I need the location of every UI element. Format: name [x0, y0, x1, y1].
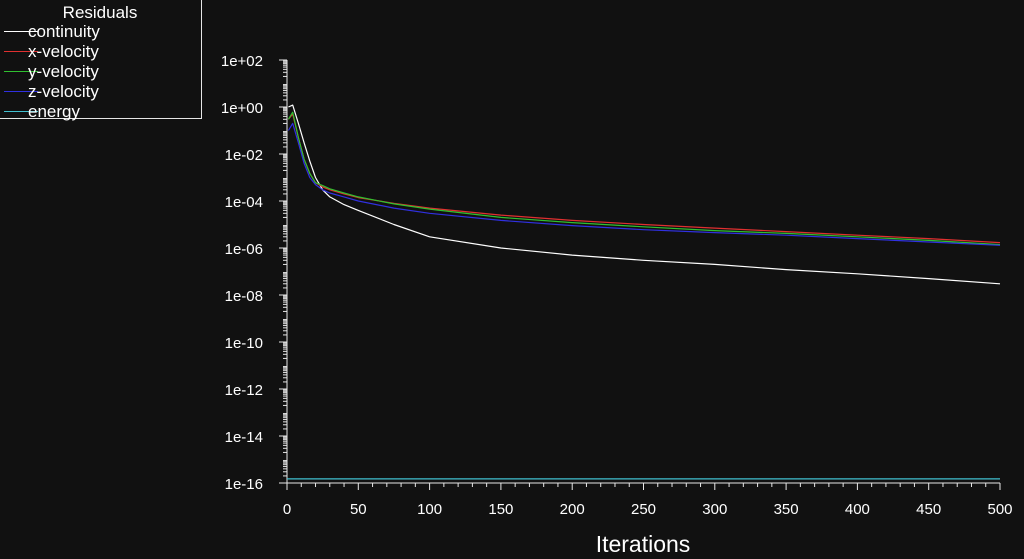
legend-entry-energy: energy	[0, 102, 200, 122]
legend-swatch	[4, 71, 38, 72]
x-tick-label: 200	[560, 501, 585, 518]
x-tick-label: 300	[702, 501, 727, 518]
series-line-continuity	[288, 104, 1001, 285]
legend-label: y-velocity	[28, 62, 99, 81]
legend-swatch	[4, 111, 38, 112]
y-tick-label: 1e-16	[225, 476, 263, 493]
x-tick-label: 150	[488, 501, 513, 518]
legend-label: x-velocity	[28, 42, 99, 61]
legend-swatch	[4, 51, 38, 52]
legend-swatch	[4, 91, 38, 92]
y-tick-label: 1e-08	[225, 288, 263, 305]
y-tick-label: 1e+02	[221, 53, 263, 70]
legend-label: z-velocity	[28, 82, 99, 101]
y-tick-label: 1e+00	[221, 100, 263, 117]
legend-entry-y-velocity: y-velocity	[0, 62, 200, 82]
legend-label: continuity	[28, 22, 100, 41]
x-tick-label: 500	[987, 501, 1012, 518]
x-tick-label: 350	[774, 501, 799, 518]
legend-entry-continuity: continuity	[0, 22, 200, 42]
series-line-x-velocity	[287, 113, 1001, 244]
axes: 1e+02 1e+00 1e-02 1e-04 1e-06 1e-08 1e-10 1e-12…	[221, 53, 1013, 518]
legend-entry-z-velocity: z-velocity	[0, 82, 200, 102]
x-axis-label: Iterations	[596, 531, 691, 557]
x-tick-label: 0	[283, 501, 291, 518]
x-tick-label: 250	[631, 501, 656, 518]
x-tick-label: 450	[916, 501, 941, 518]
y-tick-label: 1e-02	[225, 147, 263, 164]
y-tick-label: 1e-10	[225, 335, 263, 352]
x-tick-label: 400	[845, 501, 870, 518]
series-layer	[287, 104, 1001, 480]
legend-swatch	[4, 31, 38, 32]
legend-label: energy	[28, 102, 80, 121]
series-line-z-velocity	[287, 122, 1001, 246]
y-tick-label: 1e-06	[225, 241, 263, 258]
legend: Residuals continuity x-velocity y-velocity…	[0, 0, 202, 122]
series-line-y-velocity	[287, 111, 1001, 246]
x-tick-label: 100	[417, 501, 442, 518]
y-tick-label: 1e-12	[225, 382, 263, 399]
legend-title: Residuals	[62, 3, 138, 22]
y-tick-label: 1e-14	[225, 429, 263, 446]
x-tick-label: 50	[350, 501, 367, 518]
legend-entry-x-velocity: x-velocity	[0, 42, 200, 62]
y-tick-label: 1e-04	[225, 194, 263, 211]
